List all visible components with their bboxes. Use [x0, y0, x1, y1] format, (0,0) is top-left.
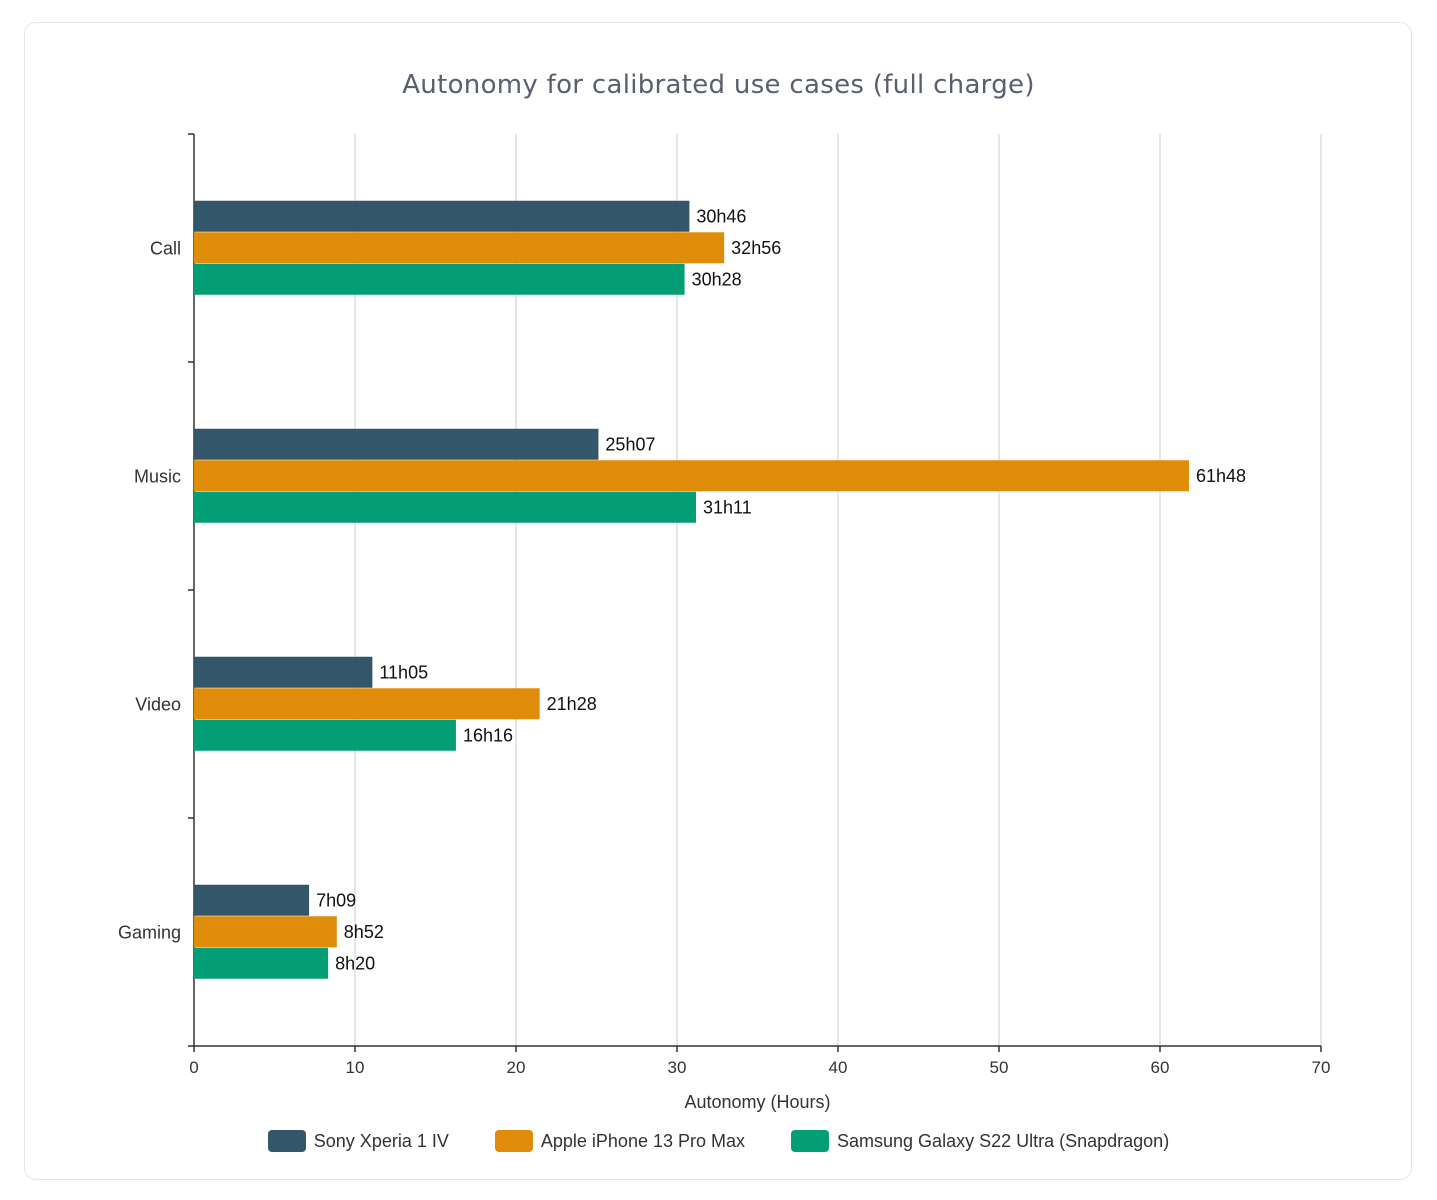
bar-music-series-0: [194, 428, 599, 460]
bar-music-series-1: [194, 460, 1189, 492]
x-tick-label-0: 0: [189, 1058, 198, 1077]
data-label-music-series-0: 25h07: [605, 435, 655, 455]
data-label-call-series-2: 30h28: [692, 270, 742, 290]
data-label-call-series-1: 32h56: [731, 238, 781, 258]
bar-gaming-series-2: [194, 947, 329, 979]
x-tick-label-60: 60: [1151, 1058, 1170, 1077]
legend-item-samsung[interactable]: Samsung Galaxy S22 Ultra (Snapdragon): [791, 1130, 1169, 1152]
bar-video-series-2: [194, 719, 456, 751]
data-label-video-series-2: 16h16: [463, 726, 513, 746]
chart-legend: Sony Xperia 1 IV Apple iPhone 13 Pro Max…: [0, 1130, 1437, 1152]
data-label-gaming-series-1: 8h52: [344, 922, 384, 942]
x-tick-label-40: 40: [829, 1058, 848, 1077]
bar-gaming-series-0: [194, 884, 310, 916]
data-label-video-series-1: 21h28: [547, 694, 597, 714]
x-tick-label-10: 10: [346, 1058, 365, 1077]
legend-swatch-samsung: [791, 1130, 830, 1152]
category-label-video: Video: [135, 695, 181, 715]
data-label-music-series-1: 61h48: [1196, 466, 1246, 486]
legend-label-sony: Sony Xperia 1 IV: [313, 1130, 449, 1151]
data-label-gaming-series-2: 8h20: [335, 954, 375, 974]
x-axis-label: Autonomy (Hours): [684, 1092, 830, 1112]
legend-item-apple[interactable]: Apple iPhone 13 Pro Max: [494, 1130, 746, 1152]
bar-call-series-2: [194, 263, 685, 295]
data-label-video-series-0: 11h05: [379, 663, 428, 683]
bar-music-series-2: [194, 491, 696, 523]
data-label-music-series-2: 31h11: [703, 498, 752, 518]
legend-label-apple: Apple iPhone 13 Pro Max: [540, 1130, 746, 1151]
category-label-music: Music: [134, 467, 181, 487]
bar-gaming-series-1: [194, 916, 337, 948]
bar-call-series-1: [194, 232, 725, 264]
x-tick-label-30: 30: [668, 1058, 687, 1077]
legend-item-sony[interactable]: Sony Xperia 1 IV: [267, 1130, 449, 1152]
legend-swatch-apple: [494, 1130, 533, 1152]
legend-swatch-sony: [267, 1130, 306, 1152]
category-label-gaming: Gaming: [118, 923, 181, 943]
bar-call-series-0: [194, 200, 690, 232]
chart-title: Autonomy for calibrated use cases (full …: [402, 70, 1035, 100]
x-tick-label-50: 50: [990, 1058, 1009, 1077]
data-label-gaming-series-0: 7h09: [316, 891, 356, 911]
x-tick-label-20: 20: [507, 1058, 526, 1077]
category-label-call: Call: [150, 239, 181, 259]
legend-label-samsung: Samsung Galaxy S22 Ultra (Snapdragon): [837, 1130, 1170, 1151]
data-label-call-series-0: 30h46: [696, 207, 746, 227]
x-tick-label-70: 70: [1312, 1058, 1331, 1077]
bar-video-series-1: [194, 688, 540, 720]
bar-video-series-0: [194, 656, 373, 688]
